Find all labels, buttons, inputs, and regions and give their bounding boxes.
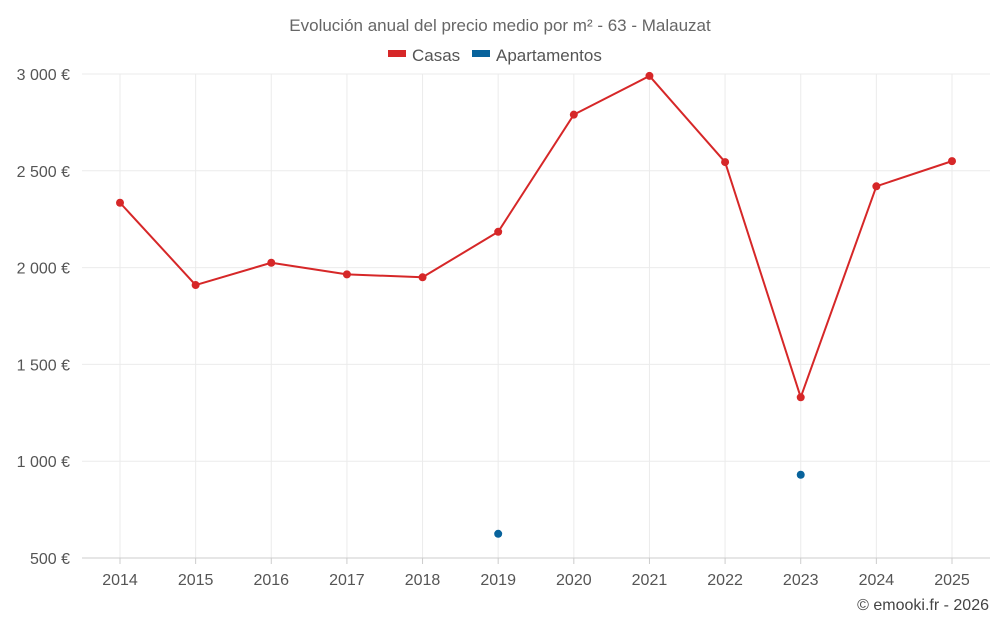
- legend-label-casas[interactable]: Casas: [412, 46, 460, 65]
- data-point-casas[interactable]: [721, 158, 730, 167]
- x-axis: 2014 2015 2016 2017 2018 2019 2020 2021 2022 2023…: [102, 558, 970, 589]
- y-tick-label: 1 500 €: [17, 357, 70, 374]
- series-line-casas: [119, 74, 953, 399]
- y-tick-label: 500 €: [30, 551, 70, 568]
- y-axis: 500 € 1 000 € 1 500 € 2 000 € 2 500 € 3 000 €: [17, 67, 70, 568]
- x-tick-label: 2025: [934, 572, 970, 589]
- series-group: [116, 71, 956, 538]
- x-tick-label: 2017: [329, 572, 365, 589]
- data-point-casas[interactable]: [267, 258, 276, 267]
- x-tick-label: 2014: [102, 572, 138, 589]
- x-tick-label: 2021: [632, 572, 668, 589]
- data-point-casas[interactable]: [116, 198, 124, 207]
- y-tick-label: 2 500 €: [17, 164, 70, 181]
- x-tick-label: 2016: [253, 572, 289, 589]
- chart-title: Evolución anual del precio medio por m² …: [289, 16, 711, 35]
- legend-swatch-casas: [388, 50, 406, 57]
- data-point-apartamentos[interactable]: [796, 470, 805, 479]
- data-point-casas[interactable]: [569, 110, 578, 119]
- data-point-casas[interactable]: [494, 227, 503, 236]
- x-tick-label: 2020: [556, 572, 592, 589]
- legend-label-apartamentos[interactable]: Apartamentos: [496, 46, 602, 65]
- y-tick-label: 3 000 €: [17, 67, 70, 84]
- x-tick-label: 2019: [480, 572, 516, 589]
- legend: Casas Apartamentos: [388, 46, 602, 65]
- data-point-apartamentos[interactable]: [494, 529, 503, 538]
- x-tick-label: 2024: [859, 572, 895, 589]
- x-tick-label: 2022: [707, 572, 743, 589]
- x-tick-label: 2018: [405, 572, 441, 589]
- credit-text: © emooki.fr - 2026: [857, 597, 989, 614]
- data-point-casas[interactable]: [948, 157, 956, 166]
- data-point-casas[interactable]: [796, 393, 805, 402]
- data-point-casas[interactable]: [342, 270, 351, 279]
- x-tick-label: 2015: [178, 572, 214, 589]
- data-point-casas[interactable]: [645, 71, 654, 80]
- data-point-casas[interactable]: [191, 281, 200, 290]
- x-tick-label: 2023: [783, 572, 819, 589]
- data-point-casas[interactable]: [418, 273, 427, 282]
- data-point-casas[interactable]: [872, 182, 881, 191]
- y-tick-label: 2 000 €: [17, 261, 70, 278]
- legend-swatch-apartamentos: [472, 50, 490, 57]
- grid: [82, 73, 990, 558]
- y-tick-label: 1 000 €: [17, 454, 70, 471]
